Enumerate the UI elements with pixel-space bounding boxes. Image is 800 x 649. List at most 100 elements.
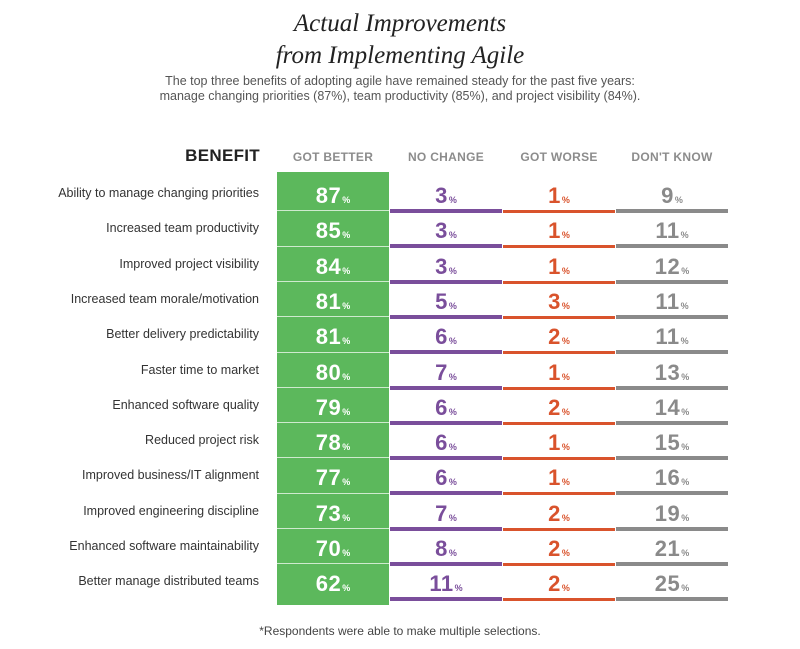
dont-know-value: 13 (654, 359, 681, 385)
percent-sign: % (342, 336, 351, 347)
dont-know-value: 21 (654, 536, 681, 561)
no-change-cell: 6% (390, 319, 502, 355)
table-row: Ability to manage changing priorities 87%… (0, 178, 800, 213)
dont-know-cell: 14% (616, 390, 728, 425)
row-divider (277, 563, 389, 565)
percent-sign: % (342, 548, 351, 558)
got-worse-value: 1 (548, 359, 561, 385)
dont-know-value: 11 (655, 218, 680, 244)
benefit-label: Ability to manage changing priorities (58, 186, 259, 200)
dont-know-cell: 15% (616, 425, 728, 461)
table-row: Increased team morale/motivation 81% 5% 3% 1… (0, 284, 800, 319)
column-header-dont-know: DON'T KNOW (631, 150, 713, 164)
percent-sign: % (681, 548, 690, 558)
dont-know-value: 16 (654, 465, 681, 491)
dont-know-value: 12 (654, 253, 681, 279)
no-change-cell: 7% (390, 496, 502, 531)
percent-sign: % (342, 512, 351, 523)
got-worse-underline (503, 598, 615, 602)
percent-sign: % (681, 583, 690, 594)
percent-sign: % (681, 371, 690, 382)
benefit-label: Improved project visibility (119, 256, 259, 271)
row-divider (277, 316, 389, 318)
percent-sign: % (454, 583, 463, 594)
got-better-value: 77 (315, 465, 342, 491)
got-worse-cell: 2% (503, 496, 615, 531)
got-better-cell: 80% (277, 355, 389, 390)
benefit-header: BENEFIT (185, 146, 260, 165)
got-worse-cell: 1% (503, 355, 615, 390)
no-change-underline (390, 279, 502, 284)
got-worse-cell: 2% (503, 390, 615, 425)
benefit-label: Better manage distributed teams (78, 574, 259, 589)
got-worse-value: 2 (548, 394, 561, 420)
got-better-cell: 79% (277, 390, 389, 425)
got-worse-value: 2 (548, 536, 561, 561)
percent-sign: % (342, 265, 351, 276)
got-better-value: 87 (315, 183, 342, 208)
got-worse-cell: 3% (503, 284, 615, 319)
dont-know-cell: 16% (616, 460, 728, 496)
percent-sign: % (561, 512, 570, 523)
percent-sign: % (561, 336, 570, 347)
benefit-label: Better delivery predictability (106, 327, 259, 342)
no-change-value: 3 (435, 253, 448, 279)
column-header-no-change: NO CHANGE (407, 150, 485, 164)
dont-know-value: 11 (655, 324, 680, 350)
got-worse-cell: 1% (503, 213, 615, 249)
percent-sign: % (681, 442, 690, 453)
percent-sign: % (674, 195, 683, 205)
no-change-underline (390, 420, 502, 425)
got-worse-value: 1 (548, 183, 561, 208)
benefit-label: Faster time to market (140, 362, 259, 377)
dont-know-underline (616, 562, 728, 566)
got-better-value: 85 (315, 218, 342, 244)
no-change-underline (390, 562, 502, 566)
no-change-underline (390, 244, 502, 249)
percent-sign: % (448, 442, 457, 453)
got-better-cell: 78% (277, 425, 389, 460)
dont-know-underline (616, 350, 728, 355)
percent-sign: % (448, 195, 457, 205)
percent-sign: % (561, 406, 570, 417)
got-worse-underline (503, 492, 615, 496)
got-better-cell: 84% (277, 249, 389, 284)
dont-know-cell: 9% (616, 178, 728, 213)
row-divider (277, 280, 389, 282)
benefit-label: Reduced project risk (145, 433, 259, 448)
table-row: Increased team productivity 85% 3% 1% 11% (0, 213, 800, 249)
no-change-value: 6 (435, 465, 448, 491)
percent-sign: % (681, 477, 690, 488)
percent-sign: % (561, 442, 570, 453)
no-change-value: 5 (435, 288, 448, 314)
row-divider (277, 351, 389, 353)
dont-know-underline (616, 456, 728, 461)
got-better-value: 62 (315, 571, 342, 597)
no-change-cell: 3% (390, 213, 502, 249)
percent-sign: % (342, 195, 351, 205)
got-worse-value: 2 (548, 571, 561, 597)
got-worse-underline (503, 421, 615, 425)
percent-sign: % (681, 406, 690, 417)
title-line-1: Actual Improvements (293, 10, 507, 37)
percent-sign: % (561, 265, 570, 276)
no-change-value: 3 (435, 183, 448, 208)
column-header-got-better: GOT BETTER (292, 150, 374, 164)
got-worse-cell: 1% (503, 425, 615, 461)
row-divider (277, 386, 389, 388)
percent-sign: % (561, 300, 570, 311)
percent-sign: % (448, 265, 457, 276)
got-worse-cell: 1% (503, 460, 615, 496)
percent-sign: % (561, 583, 570, 594)
got-worse-underline (503, 210, 615, 213)
no-change-underline (390, 456, 502, 461)
percent-sign: % (342, 406, 351, 417)
percent-sign: % (448, 230, 457, 241)
percent-sign: % (681, 512, 690, 523)
row-divider (277, 245, 389, 247)
percent-sign: % (561, 371, 570, 382)
table-row: Improved project visibility 84% 3% 1% 12% (0, 249, 800, 284)
no-change-cell: 6% (390, 390, 502, 425)
percent-sign: % (342, 477, 351, 488)
percent-sign: % (342, 583, 351, 594)
